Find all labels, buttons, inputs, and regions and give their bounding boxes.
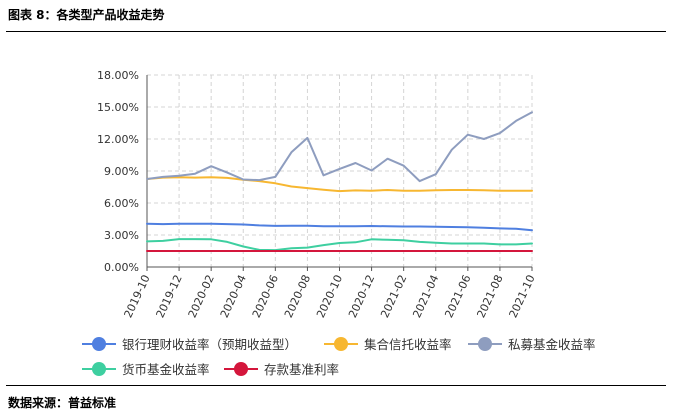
series-line-money-fund (146, 238, 533, 252)
x-tick-label: 2019-10 (122, 273, 153, 320)
x-tick-label: 2020-04 (218, 273, 249, 320)
y-tick-label: 12.00% (97, 133, 139, 146)
y-tick-label: 9.00% (104, 165, 139, 178)
x-tick-label: 2020-12 (346, 273, 377, 320)
x-tick-label: 2021-04 (410, 273, 441, 320)
y-tick-label: 6.00% (104, 197, 139, 210)
x-tick-label: 2021-10 (507, 273, 538, 320)
x-tick-label: 2020-06 (250, 273, 281, 320)
figure-title: 图表 8：各类型产品收益走势 (8, 8, 165, 22)
x-tick-label: 2021-08 (474, 273, 505, 320)
bottom-rule (6, 385, 666, 386)
x-tick-label: 2021-06 (442, 273, 473, 320)
x-tick-label: 2020-08 (282, 273, 313, 320)
x-tick-label: 2020-02 (186, 273, 217, 320)
y-tick-label: 0.00% (104, 261, 139, 274)
x-tick-label: 2019-12 (154, 273, 185, 320)
series-line-trust (146, 176, 533, 193)
x-tick-label: 2021-02 (378, 273, 409, 320)
x-tick-label: 2020-10 (314, 273, 345, 320)
series-line-private-fund (146, 111, 533, 183)
y-tick-label: 3.00% (104, 229, 139, 242)
top-rule (6, 31, 666, 32)
y-tick-label: 18.00% (97, 69, 139, 82)
source-note: 数据来源：普益标准 (8, 396, 117, 410)
y-tick-label: 15.00% (97, 101, 139, 114)
series-line-bank-wealth (146, 222, 533, 232)
